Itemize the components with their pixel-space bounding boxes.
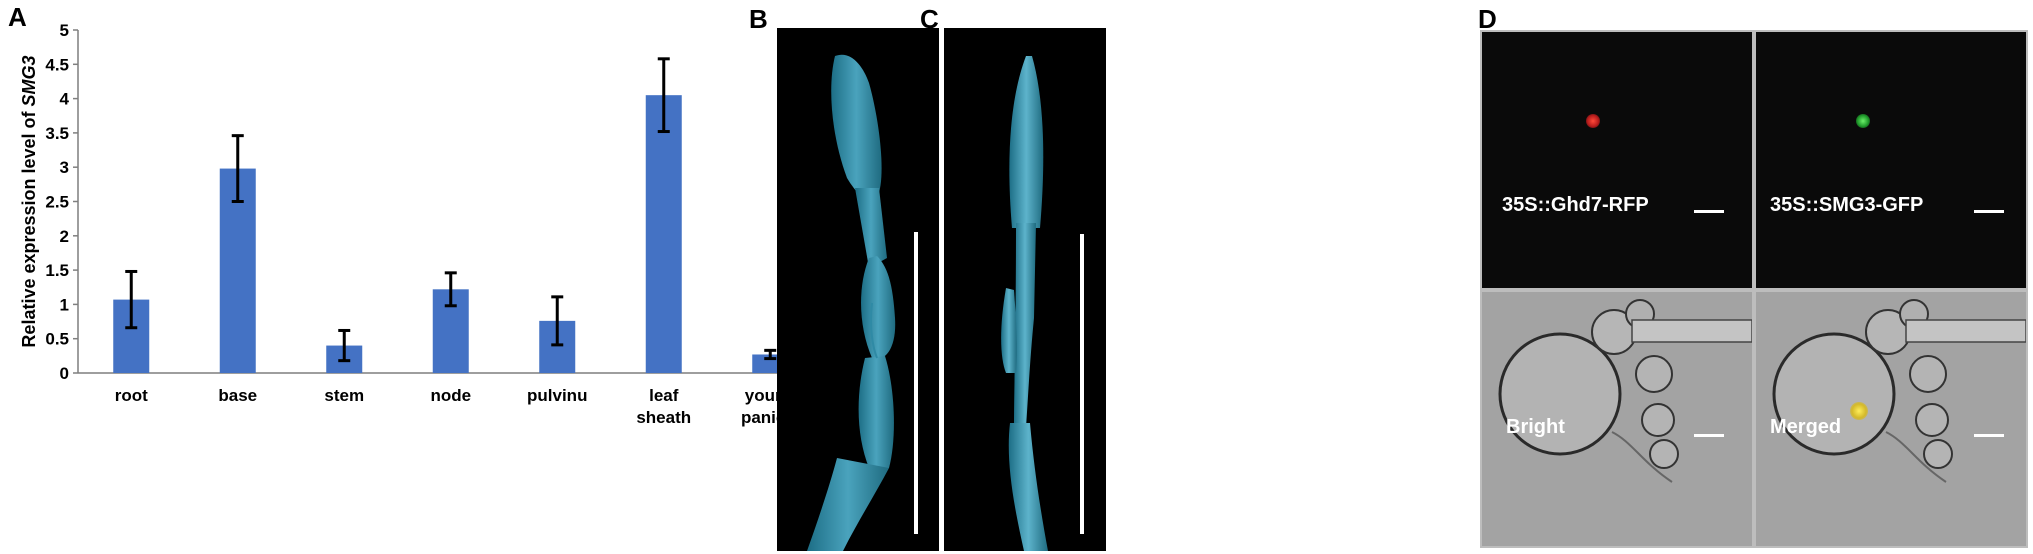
red-signal-spot — [1586, 114, 1600, 128]
category-label: sheath — [636, 408, 691, 427]
y-tick-label: 0.5 — [45, 330, 69, 349]
category-label: leaf — [649, 386, 679, 405]
panel-label-b: B — [749, 4, 768, 34]
y-tick-label: 0 — [60, 364, 69, 383]
gfp-channel-image: 35S::SMG3-GFP — [1756, 32, 2026, 288]
rfp-label: 35S::Ghd7-RFP — [1502, 194, 1649, 216]
y-tick-label: 4 — [60, 90, 70, 109]
bright-field-image: Bright — [1482, 292, 1752, 546]
y-axis-title: Relative expression level of SMG3 — [19, 55, 39, 347]
cell-outlines-merged — [1756, 292, 2026, 546]
merged-image: Merged — [1756, 292, 2026, 546]
bright-label: Bright — [1506, 416, 1565, 438]
category-label: node — [430, 386, 471, 405]
gfp-label: 35S::SMG3-GFP — [1770, 194, 1924, 216]
scale-bar — [1694, 434, 1724, 437]
category-label: root — [115, 386, 148, 405]
scale-bar — [1974, 210, 2004, 213]
panel-label-a: A — [8, 2, 27, 32]
y-tick-label: 2.5 — [45, 193, 69, 212]
gus-staining-photo-b — [777, 28, 939, 551]
scale-bar — [1694, 210, 1724, 213]
bar — [645, 95, 682, 374]
tissue-illustration-b — [807, 54, 918, 551]
y-tick-label: 2 — [60, 227, 69, 246]
y-tick-label: 3.5 — [45, 124, 69, 143]
category-label: pulvinu — [527, 386, 587, 405]
y-tick-label: 4.5 — [45, 55, 69, 74]
yellow-merged-spot — [1850, 402, 1868, 420]
gus-staining-photo-c — [944, 28, 1106, 551]
merged-label: Merged — [1770, 416, 1842, 438]
y-tick-label: 5 — [60, 21, 69, 40]
tissue-illustration-c — [1001, 56, 1084, 551]
panel-label-d: D — [1478, 4, 1497, 34]
y-tick-label: 3 — [60, 158, 69, 177]
y-tick-label: 1 — [60, 295, 69, 314]
category-label: stem — [324, 386, 364, 405]
panel-label-c: C — [920, 4, 939, 34]
y-tick-label: 1.5 — [45, 261, 69, 280]
scale-bar — [1974, 434, 2004, 437]
green-signal-spot — [1856, 114, 1870, 128]
category-label: base — [218, 386, 257, 405]
rfp-channel-image: 35S::Ghd7-RFP — [1482, 32, 1752, 288]
microscopy-grid: 35S::Ghd7-RFP 35S::SMG3-GFP Bright — [1480, 30, 2028, 548]
cell-outlines — [1482, 292, 1752, 546]
